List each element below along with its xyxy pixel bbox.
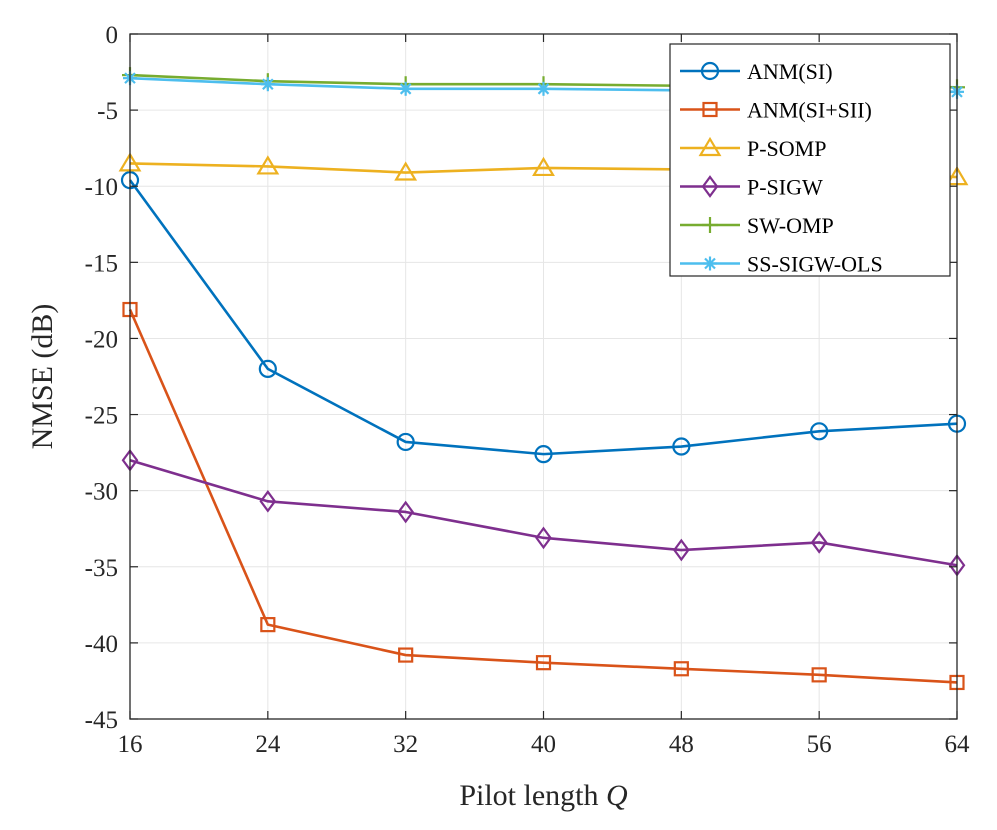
data-point bbox=[810, 531, 828, 554]
legend-label: P-SOMP bbox=[747, 136, 826, 161]
legend-item: P-SIGW bbox=[680, 175, 823, 200]
y-tick-labels: 0 -5 -10 -15 -20 -25 -30 -35 -40 -45 bbox=[85, 22, 118, 734]
y-tick-label: -15 bbox=[85, 250, 118, 277]
data-point bbox=[672, 437, 691, 456]
legend-swatch-marker bbox=[701, 175, 719, 198]
data-point bbox=[259, 489, 277, 513]
legend-item: ANM(SI) bbox=[680, 59, 833, 84]
legend-box bbox=[669, 43, 951, 277]
data-point bbox=[534, 445, 553, 464]
data-point bbox=[810, 422, 829, 441]
legend-label: P-SIGW bbox=[747, 175, 823, 200]
x-tick-label: 48 bbox=[669, 731, 694, 758]
y-tick-label: -45 bbox=[85, 707, 118, 734]
legend-label: SS-SIGW-OLS bbox=[747, 252, 883, 277]
data-point bbox=[398, 81, 413, 96]
data-point bbox=[673, 661, 689, 677]
legend-swatch-marker bbox=[703, 256, 717, 271]
y-tick-label: 0 bbox=[106, 22, 119, 49]
x-axis-title: Pilot length Q bbox=[459, 779, 628, 812]
data-point bbox=[258, 359, 277, 378]
y-axis-title: NMSE (dB) bbox=[26, 304, 59, 450]
y-tick-label: -40 bbox=[85, 631, 118, 658]
data-point bbox=[535, 655, 552, 671]
legend-label: ANM(SI) bbox=[747, 59, 833, 84]
data-point bbox=[811, 667, 827, 683]
x-tick-labels: 16 24 32 40 48 56 64 bbox=[118, 731, 971, 758]
x-tick-label: 64 bbox=[945, 731, 971, 758]
y-tick-label: -5 bbox=[97, 98, 118, 125]
data-point bbox=[260, 617, 276, 633]
data-point bbox=[396, 432, 415, 452]
data-point bbox=[260, 77, 275, 92]
data-point bbox=[532, 156, 555, 177]
x-tick-label: 24 bbox=[255, 731, 281, 758]
axes bbox=[129, 33, 958, 720]
x-tick-label: 32 bbox=[393, 731, 418, 758]
legend-label: ANM(SI+SII) bbox=[747, 98, 872, 123]
data-point bbox=[256, 155, 280, 175]
legend-label: SW-OMP bbox=[747, 213, 834, 238]
data-point bbox=[394, 161, 418, 181]
x-tick-label: 40 bbox=[531, 731, 556, 758]
legend-swatch-marker bbox=[702, 101, 718, 118]
y-tick-label: -30 bbox=[85, 479, 118, 506]
y-tick-label: -20 bbox=[85, 326, 118, 353]
legend-swatch-marker bbox=[700, 61, 720, 81]
data-point bbox=[397, 500, 415, 524]
legend-item: SS-SIGW-OLS bbox=[680, 252, 883, 277]
series-line bbox=[129, 458, 958, 567]
y-tick-label: -10 bbox=[85, 174, 118, 201]
legend-item: P-SOMP bbox=[680, 136, 826, 161]
data-point bbox=[535, 526, 552, 550]
legend-item: ANM(SI+SII) bbox=[680, 98, 872, 123]
data-point bbox=[536, 81, 551, 96]
legend-swatch-marker bbox=[698, 136, 722, 157]
series-line bbox=[128, 309, 958, 684]
x-tick-label: 56 bbox=[807, 731, 832, 758]
y-tick-label: -25 bbox=[85, 403, 118, 430]
legend-item: SW-OMP bbox=[680, 213, 834, 238]
y-tick-label: -35 bbox=[85, 555, 118, 582]
series-line bbox=[128, 179, 958, 456]
x-tick-label: 16 bbox=[118, 731, 143, 758]
legend-swatch-marker bbox=[702, 217, 718, 233]
legend: ANM(SI) ANM(SI+SII) P-SOMP P-SIGW SW-OMP SS-S… bbox=[669, 43, 951, 277]
data-point bbox=[672, 538, 690, 562]
data-point bbox=[398, 647, 414, 663]
